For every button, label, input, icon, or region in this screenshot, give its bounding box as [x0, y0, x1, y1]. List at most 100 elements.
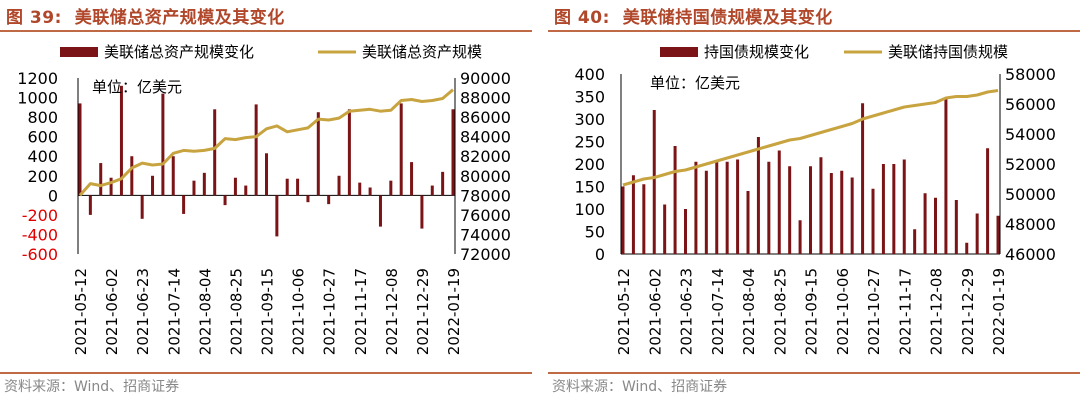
- bar-持国债规模变化: [756, 137, 760, 254]
- bar-美联储总资产规模变化: [109, 177, 113, 196]
- x-tick-label: 2021-11-17: [352, 268, 370, 355]
- title-divider: [0, 30, 532, 32]
- chart-panel-fig39: 图 39: 美联储总资产规模及其变化 1200 1000 800 600 400 200 0…: [0, 0, 532, 401]
- chart-panel-fig40: 图 40: 美联储持国债规模及其变化 400 350 300 250 200 150 100…: [548, 0, 1080, 401]
- y-left-tick-label: 150: [574, 178, 605, 197]
- x-tick-label: 2021-08-04: [740, 268, 758, 355]
- bar-美联储总资产规模变化: [140, 195, 144, 219]
- y-right-tick-label: 72000: [460, 245, 511, 264]
- x-tick-label: 2021-08-04: [196, 268, 214, 355]
- bar-持国债规模变化: [913, 229, 917, 254]
- bar-美联储总资产规模变化: [130, 156, 134, 196]
- x-tick-label: 2021-06-23: [134, 268, 152, 355]
- x-tick-label: 2021-08-25: [771, 268, 789, 355]
- bar-持国债规模变化: [819, 157, 823, 254]
- legend-bar-swatch: [660, 47, 698, 57]
- bar-美联储总资产规模变化: [254, 104, 258, 196]
- y-right-tick-label: 90000: [460, 69, 511, 88]
- bar-持国债规模变化: [746, 191, 750, 254]
- y-left-tick-label: 200: [574, 155, 605, 174]
- bar-持国债规模变化: [684, 209, 687, 254]
- y-left-tick-label: 400: [574, 65, 605, 84]
- y-right-tick-label: 76000: [460, 206, 511, 225]
- bar-持国债规模变化: [902, 159, 906, 254]
- bar-持国债规模变化: [965, 242, 969, 254]
- figure-title-text: 美联储持国债规模及其变化: [622, 8, 833, 28]
- x-tick-label: 2021-05-12: [72, 268, 90, 355]
- bar-美联储总资产规模变化: [202, 172, 206, 196]
- bar-持国债规模变化: [631, 175, 635, 254]
- x-tick-label: 2021-12-29: [414, 268, 432, 355]
- figure-title: 图 39: 美联储总资产规模及其变化: [6, 3, 285, 28]
- legend-bar-swatch: [60, 47, 98, 57]
- x-tick-label: 2021-12-08: [383, 268, 401, 355]
- y-left-tick-label: 100: [574, 200, 605, 219]
- x-tick-label: 2021-06-23: [678, 268, 696, 355]
- y-right-tick-label: 84000: [460, 128, 511, 147]
- y-left-tick-label: 50: [585, 223, 605, 242]
- y-right-tick-label: 50000: [1005, 185, 1056, 204]
- legend-bar-label: 持国债规模变化: [704, 43, 809, 61]
- y-left-tick-label: -600: [22, 245, 58, 264]
- x-tick-label: 2021-10-27: [865, 268, 883, 355]
- unit-label: 单位：亿美元: [650, 74, 740, 92]
- bar-美联储总资产规模变化: [378, 195, 382, 227]
- bar-美联储总资产规模变化: [296, 178, 300, 196]
- bar-美联储总资产规模变化: [327, 195, 331, 205]
- y-right-tick-label: 48000: [1005, 215, 1056, 234]
- x-tick-label: 2021-12-29: [959, 268, 977, 355]
- y-left-tick-label: 1200: [17, 69, 58, 88]
- y-right-tick-label: 56000: [1005, 95, 1056, 114]
- y-right-tick-label: 82000: [460, 147, 511, 166]
- legend-line-label: 美联储总资产规模: [362, 43, 482, 61]
- y-left-tick-label: 400: [27, 147, 58, 166]
- legend-line-label: 美联储持国债规模: [888, 43, 1008, 61]
- bar-美联储总资产规模变化: [358, 182, 362, 196]
- x-tick-label: 2021-12-08: [928, 268, 946, 355]
- bar-持国债规模变化: [704, 170, 708, 254]
- bar-持国债规模变化: [673, 146, 677, 254]
- y-right-tick-label: 80000: [460, 167, 511, 186]
- figure-title: 图 40: 美联储持国债规模及其变化: [554, 3, 833, 28]
- bar-美联储总资产规模变化: [347, 109, 351, 196]
- bar-美联储总资产规模变化: [233, 177, 237, 196]
- bar-持国债规模变化: [934, 197, 937, 254]
- bar-美联储总资产规模变化: [223, 195, 227, 206]
- bar-美联储总资产规模变化: [430, 185, 434, 196]
- bar-持国债规模变化: [871, 188, 875, 254]
- x-tick-label: 2021-09-15: [803, 268, 821, 355]
- y-right-tick-label: 86000: [460, 108, 511, 127]
- bar-持国债规模变化: [850, 177, 854, 254]
- bar-美联储总资产规模变化: [275, 195, 279, 237]
- bar-持国债规模变化: [777, 150, 781, 254]
- x-tick-label: 2021-10-06: [290, 268, 308, 355]
- bar-美联储总资产规模变化: [285, 178, 289, 196]
- bar-美联储总资产规模变化: [265, 153, 268, 196]
- y-right-tick-label: 52000: [1005, 155, 1056, 174]
- x-tick-label: 2021-05-12: [615, 268, 633, 355]
- line-美联储总资产规模: [78, 88, 454, 197]
- bar-持国债规模变化: [986, 148, 990, 254]
- bar-美联储总资产规模变化: [161, 93, 165, 196]
- title-divider: [548, 30, 1080, 32]
- source-divider: [0, 372, 532, 374]
- y-left-tick-label: 0: [48, 186, 58, 205]
- bar-持国债规模变化: [798, 220, 802, 254]
- bar-持国债规模变化: [829, 173, 833, 254]
- bar-持国债规模变化: [840, 170, 844, 254]
- y-left-tick-label: 0: [595, 245, 605, 264]
- line-美联储持国债规模: [622, 89, 999, 187]
- x-tick-label: 2021-06-02: [646, 268, 664, 355]
- y-left-tick-label: 600: [27, 128, 58, 147]
- figure-label: 图 40:: [554, 8, 610, 28]
- bar-美联储总资产规模变化: [420, 195, 424, 229]
- x-tick-label: 2021-06-02: [103, 268, 121, 355]
- bar-持国债规模变化: [881, 164, 885, 254]
- bar-美联储总资产规模变化: [410, 162, 414, 196]
- x-tick-label: 2021-08-25: [227, 268, 245, 355]
- bar-美联储总资产规模变化: [192, 180, 196, 196]
- x-tick-label: 2022-01-19: [990, 268, 1008, 355]
- x-tick-label: 2021-07-14: [165, 268, 183, 355]
- y-left-tick-label: -200: [22, 206, 58, 225]
